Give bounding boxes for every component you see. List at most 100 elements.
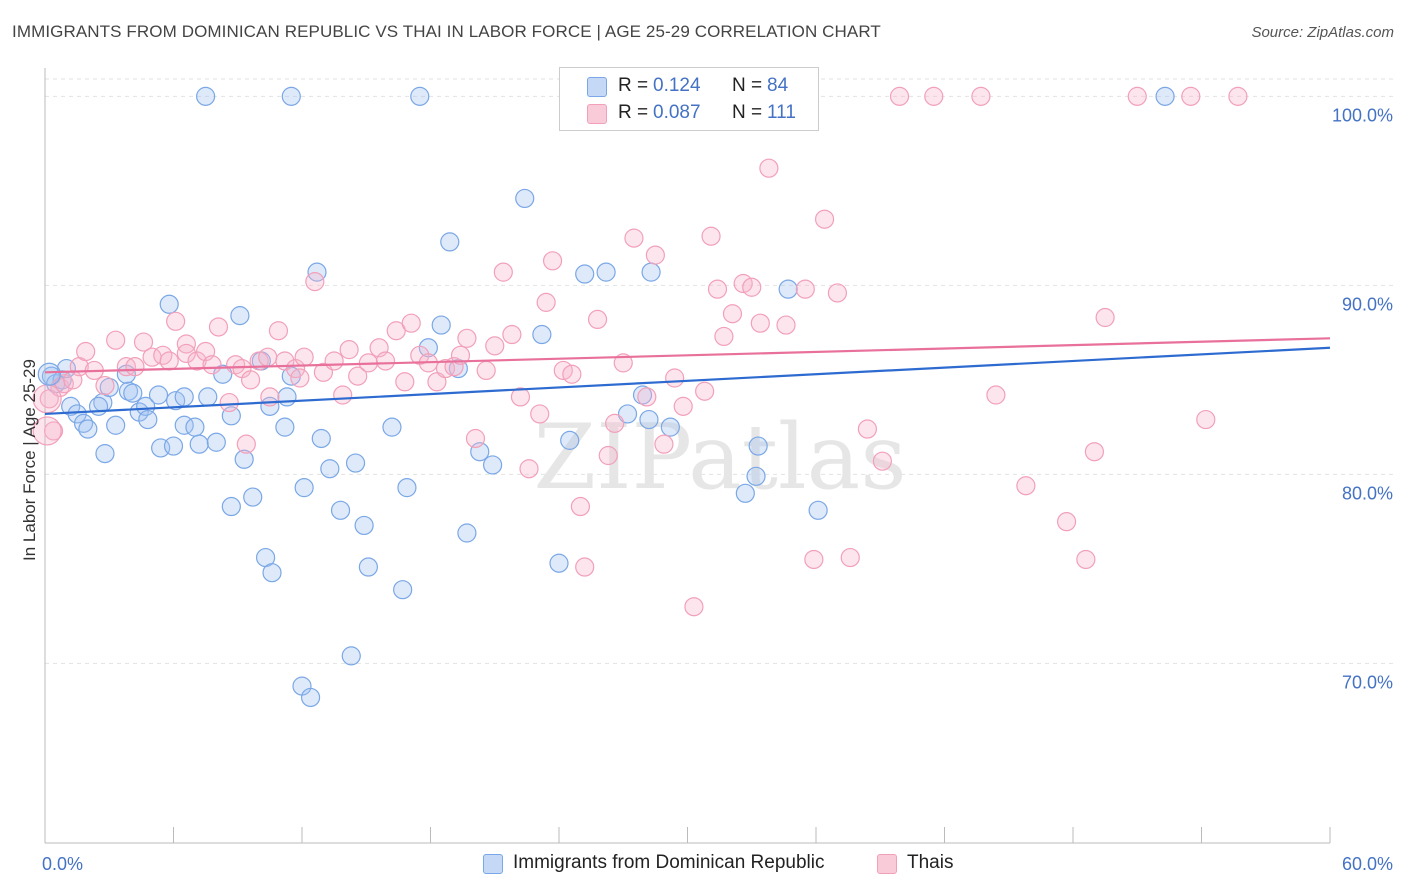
point-thais [324, 351, 344, 371]
point-thais [575, 557, 595, 577]
point-dominican [748, 436, 768, 456]
point-thais [1181, 86, 1201, 106]
point-dominican [262, 563, 282, 583]
point-thais [1076, 549, 1096, 570]
point-thais [562, 364, 582, 384]
point-thais [613, 353, 633, 373]
point-dominican [281, 86, 301, 106]
legend-r-label: R = [618, 75, 649, 96]
point-thais [457, 328, 477, 348]
point-thais [857, 419, 878, 439]
legend-n-label: N = [732, 102, 763, 123]
point-dominican [294, 478, 314, 498]
point-thais [43, 421, 64, 441]
point-thais [840, 547, 860, 568]
point-dominican [311, 428, 331, 449]
point-thais [924, 86, 944, 106]
y-tick-labels: 70.0% 80.0% 90.0% 100.0% [1332, 105, 1393, 692]
legend-r-value: 0.124 [653, 75, 701, 96]
point-thais [485, 336, 505, 356]
point-thais [814, 209, 835, 229]
point-thais [258, 347, 278, 367]
point-dominican [639, 409, 659, 430]
point-thais [395, 372, 415, 392]
point-thais [624, 228, 644, 248]
x-tick-label: 60.0% [1342, 854, 1393, 874]
legend-swatch-dominican [587, 77, 607, 97]
point-dominican [483, 455, 503, 475]
point-dominican [515, 188, 535, 209]
point-dominican [358, 557, 378, 577]
point-thais [605, 413, 625, 433]
legend-n-value: 111 [767, 102, 796, 123]
point-thais [106, 330, 126, 350]
point-thais [673, 396, 693, 416]
point-dominican [440, 232, 460, 252]
point-thais [375, 351, 396, 371]
x-tick-label: 0.0% [42, 854, 83, 874]
point-dominican [221, 496, 241, 517]
point-thais [159, 351, 179, 371]
point-thais [305, 271, 325, 292]
point-dominican [532, 324, 552, 345]
legend-n-value: 84 [767, 75, 789, 96]
point-dominican [778, 279, 798, 299]
legend-row-dominican: R = 0.124 N = 84 [560, 73, 818, 101]
point-thais [125, 357, 145, 377]
point-thais [707, 279, 728, 299]
point-dominican [95, 444, 115, 464]
point-dominican [78, 419, 98, 439]
legend-r-label: R = [618, 102, 649, 123]
point-dominican [37, 362, 61, 386]
point-dominican [808, 500, 828, 520]
point-thais [401, 313, 421, 333]
point-dominican [746, 466, 766, 486]
point-dominican [159, 294, 179, 314]
point-thais [872, 451, 892, 471]
point-dominican [213, 364, 233, 384]
bottom-legend-swatch-thais [877, 854, 897, 874]
point-thais [241, 370, 261, 390]
point-thais [465, 428, 486, 449]
point-thais [166, 311, 186, 331]
point-thais [722, 304, 743, 324]
point-thais [587, 309, 608, 330]
point-dominican [617, 404, 638, 424]
point-dominican [243, 487, 263, 507]
point-dominican [277, 387, 297, 407]
point-dominican [393, 580, 413, 600]
point-thais [804, 549, 824, 570]
point-dominican [234, 449, 254, 469]
point-thais [536, 292, 556, 312]
watermark: ZIPatlas [533, 405, 906, 510]
point-thais [208, 317, 229, 337]
point-thais [202, 355, 222, 375]
point-thais [827, 283, 848, 303]
point-thais [971, 86, 991, 106]
point-thais [219, 392, 239, 413]
chart-source: Source: ZipAtlas.com [1251, 24, 1394, 41]
point-thais [714, 326, 734, 347]
point-dominican [198, 387, 218, 407]
point-thais [701, 226, 721, 246]
point-thais [348, 366, 368, 386]
point-dominican [330, 500, 351, 520]
point-thais [1095, 307, 1115, 328]
legend-swatch-thais [587, 104, 607, 124]
x-tick-labels: 0.0% 60.0% [42, 854, 1393, 874]
point-thais [294, 347, 314, 367]
point-thais [1228, 86, 1248, 106]
point-thais [493, 262, 513, 282]
point-thais [510, 387, 531, 407]
point-dominican [457, 523, 477, 543]
point-thais [654, 434, 674, 454]
point-dominican [174, 387, 194, 407]
point-dominican [560, 430, 580, 450]
point-thais [742, 277, 762, 297]
point-dominican [431, 315, 451, 335]
point-dominican [196, 86, 216, 106]
point-dominican [735, 483, 755, 503]
point-dominican [549, 553, 569, 573]
point-dominican [300, 687, 321, 708]
